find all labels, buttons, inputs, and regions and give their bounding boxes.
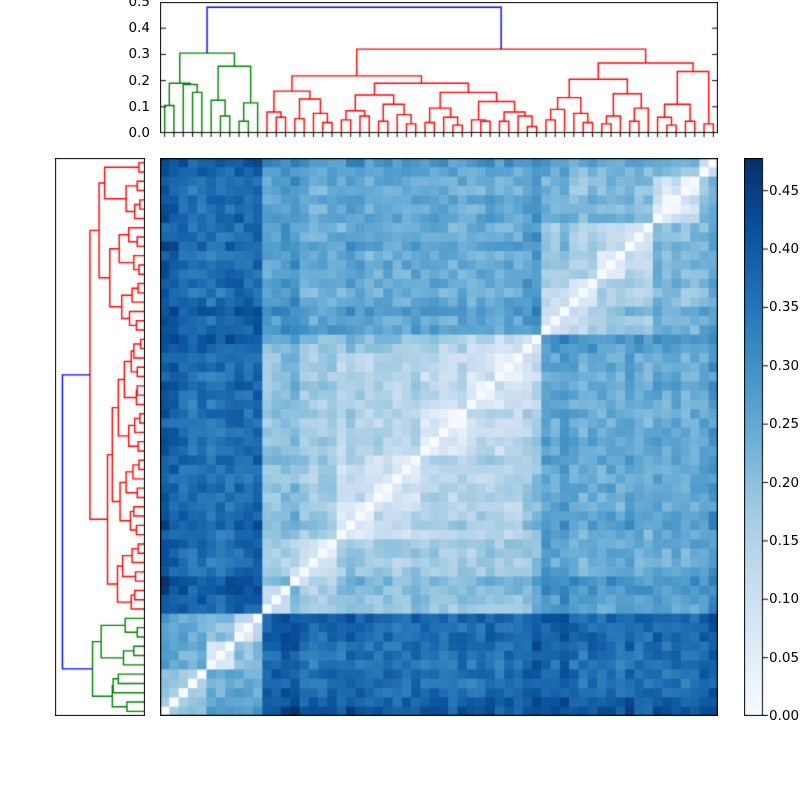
colorbar-tick-label: 0.25 xyxy=(769,416,800,433)
dendrogram-axis-tick-label: 0.0 xyxy=(128,125,150,141)
colorbar-tick-label: 0.30 xyxy=(769,357,800,374)
dendrogram-axis-tick-label: 0.3 xyxy=(128,46,150,63)
dendrogram-axis-tick-label: 0.2 xyxy=(128,72,150,89)
dendrogram-axis-tick-label: 0.4 xyxy=(128,20,150,37)
top-dendrogram xyxy=(160,2,718,140)
colorbar xyxy=(744,158,770,716)
colorbar-tick-label: 0.40 xyxy=(769,241,800,258)
colorbar-tick-label: 0.00 xyxy=(769,708,800,724)
dendrogram-axis-tick-label: 0.1 xyxy=(128,98,150,115)
distance-heatmap xyxy=(160,158,718,716)
colorbar-tick-label: 0.10 xyxy=(769,591,800,608)
left-dendrogram xyxy=(55,158,145,716)
colorbar-tick-label: 0.45 xyxy=(769,182,800,199)
colorbar-tick-label: 0.35 xyxy=(769,299,800,316)
colorbar-tick-label: 0.20 xyxy=(769,474,800,491)
colorbar-tick-label: 0.05 xyxy=(769,649,800,666)
dendrogram-axis-tick-label: 0.5 xyxy=(128,0,150,10)
colorbar-tick-label: 0.15 xyxy=(769,532,800,549)
